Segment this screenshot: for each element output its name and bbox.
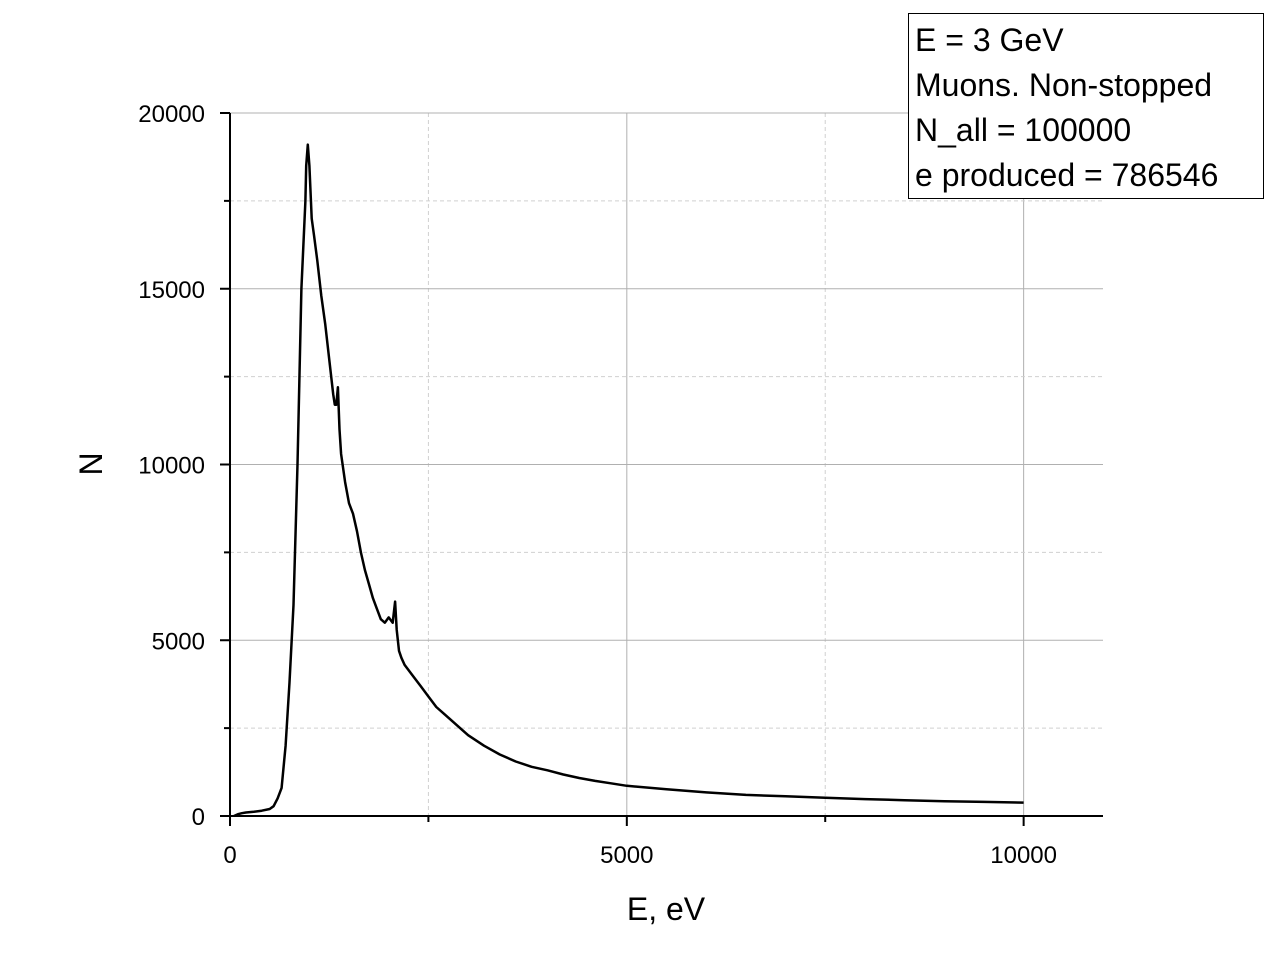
annotation-n-all: N_all = 100000 (915, 112, 1132, 148)
x-tick-label: 0 (223, 842, 236, 869)
annotation-particle: Muons. Non-stopped (915, 67, 1213, 103)
y-tick-label: 20000 (138, 101, 205, 128)
y-tick-label: 5000 (152, 628, 205, 655)
gridlines (230, 112, 1103, 816)
x-tick-label: 5000 (600, 842, 653, 869)
y-tick-label: 10000 (138, 453, 205, 480)
y-tick-label: 0 (192, 804, 205, 831)
annotation-e-produced: e produced = 786546 (915, 157, 1219, 193)
series-layer (233, 143, 1024, 818)
annotation-box: E = 3 GeV Muons. Non-stopped N_all = 100… (908, 13, 1264, 199)
series-line (233, 143, 1024, 818)
y-axis-title: N (73, 452, 109, 475)
annotation-energy: E = 3 GeV (915, 22, 1064, 58)
x-axis-title: E, eV (627, 891, 706, 927)
x-tick-label: 10000 (990, 842, 1057, 869)
axis-ticks: 0 5000 10000 0 5000 10000 15000 20000 (138, 101, 1057, 869)
y-tick-label: 15000 (138, 277, 205, 304)
